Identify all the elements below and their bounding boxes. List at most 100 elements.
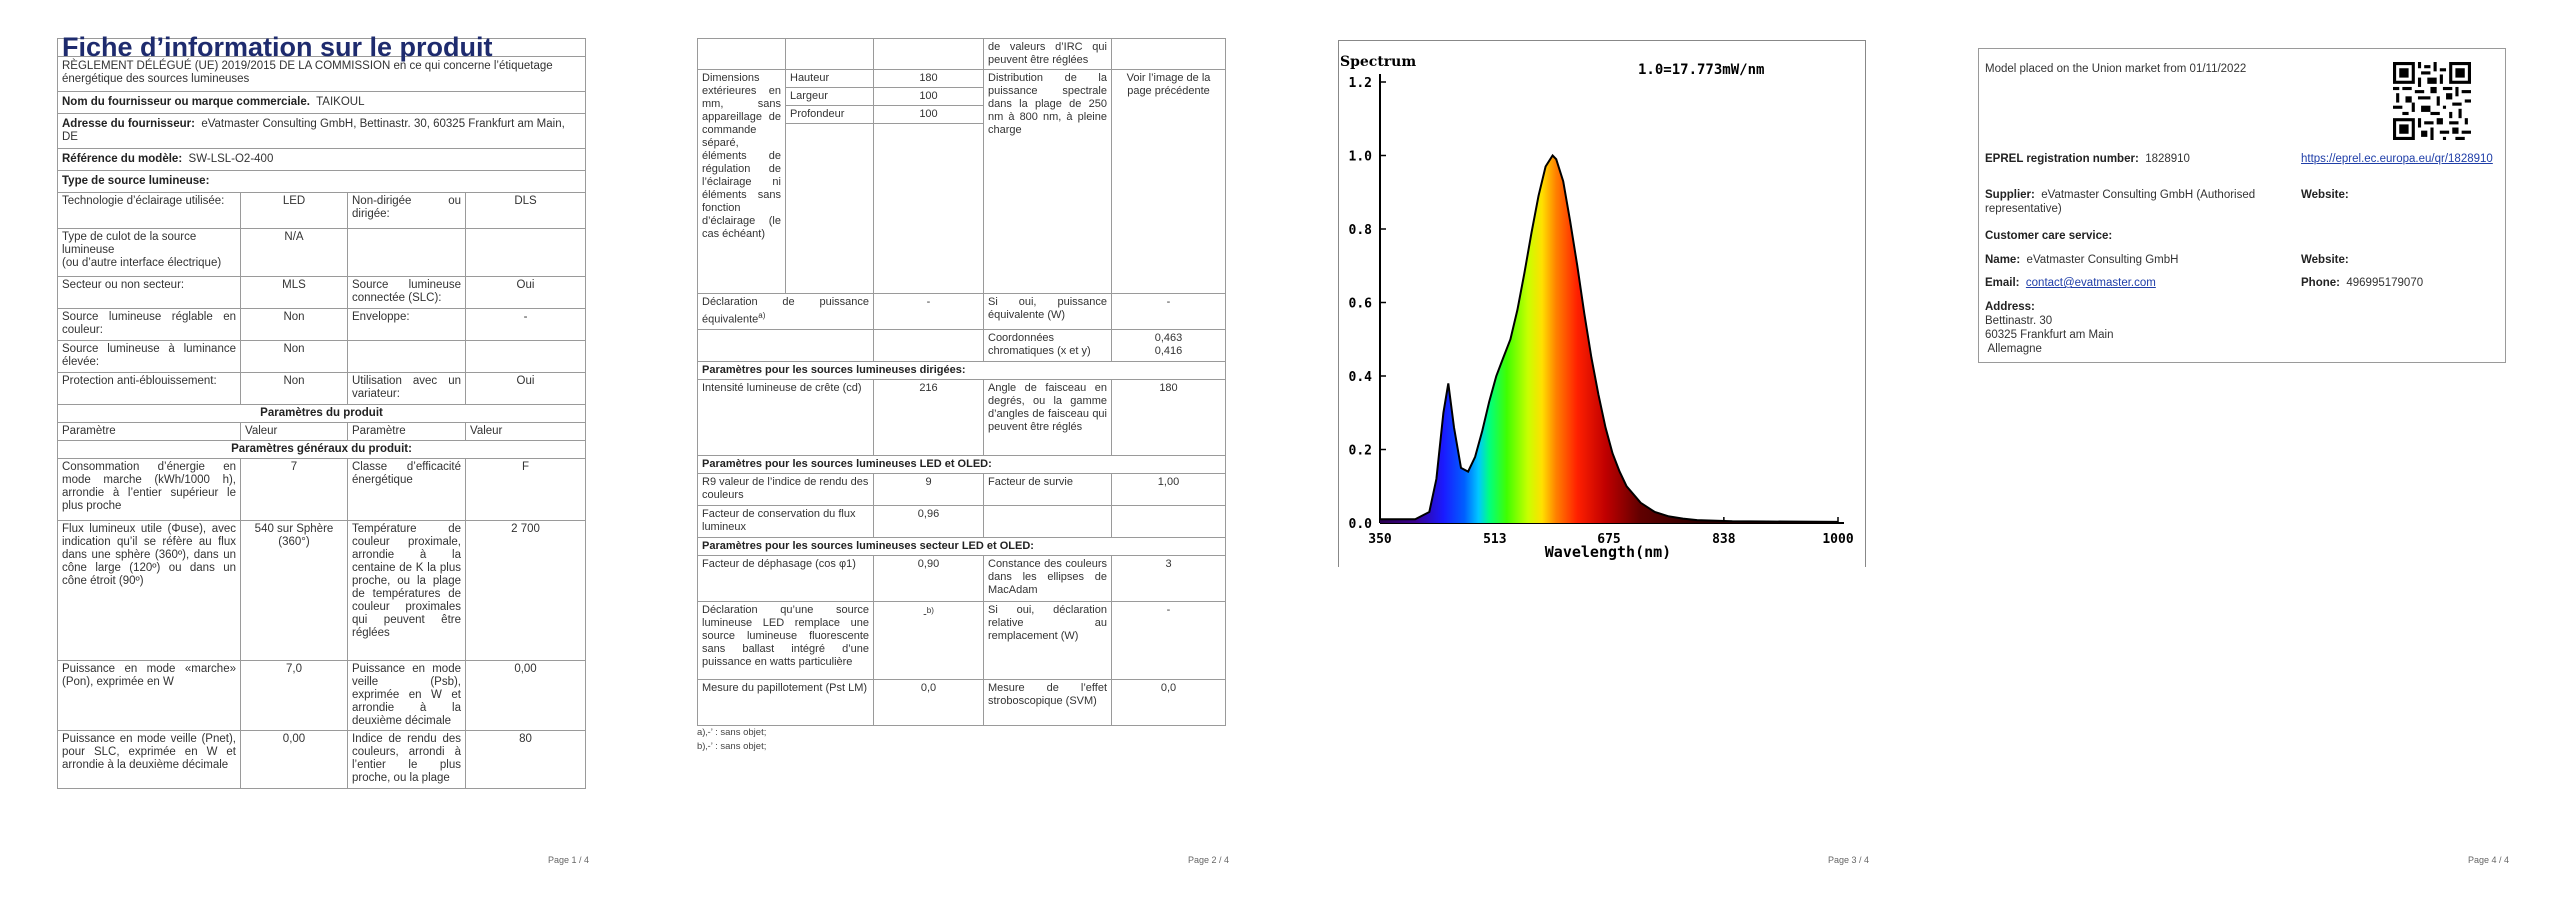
page-4: Page 4 / 4 [1920, 0, 2560, 905]
website2-label: Website: [2301, 254, 2349, 266]
x-tick-label: 1000 [1822, 532, 1853, 547]
row-value: Oui [464, 372, 587, 405]
mains-heading: Paramètres pour les sources lumineuses s… [697, 536, 1226, 556]
phone-value: 496995179070 [2346, 277, 2424, 289]
footnote-ref: b) [926, 605, 934, 615]
page-2: de valeurs d’IRC qui peuvent être réglée… [640, 0, 1280, 905]
param-label: Puissance en mode veille (Psb), exprimée… [347, 660, 466, 731]
pst-value: 0,0 [873, 678, 984, 726]
y-tick-label: 0.4 [1349, 370, 1373, 385]
eprel-info-box: Model placed on the Union market from 01… [1978, 48, 2506, 363]
chroma-label: Coordonnées chromatiques (x et y) [983, 328, 1112, 362]
param-value: 540 sur Sphère (360°) [240, 520, 348, 661]
supplier-value: TAIKOUL [316, 96, 365, 108]
row-label: Source lumineuse connectée (SLC): [347, 276, 466, 309]
row-value [464, 340, 587, 373]
row-value: MLS [240, 276, 348, 309]
row-value [464, 228, 587, 277]
pst-label: Mesure du papillotement (Pst LM) [697, 678, 874, 726]
row-value: LED [240, 192, 348, 229]
page-3: Page 3 / 4 [1280, 0, 1920, 905]
y-tick-label: 1.0 [1349, 150, 1373, 165]
address-line: Bettinastr. 30 [1985, 315, 2053, 327]
x-tick-label: 675 [1597, 532, 1620, 547]
row-label: Technologie d’éclairage utilisée: [57, 192, 241, 229]
eprel-link[interactable]: https://eprel.ec.europa.eu/qr/1828910 [2301, 153, 2493, 165]
dim-name: Largeur [785, 87, 874, 106]
macadam-value: 3 [1111, 554, 1226, 602]
chroma-y: 0,416 [1154, 344, 1183, 357]
row-value: Non [240, 372, 348, 405]
replacement2-label: Si oui, déclaration relative au remplace… [983, 600, 1112, 680]
y-tick-label: 0.0 [1349, 517, 1373, 532]
y-tick-label: 1.2 [1349, 76, 1372, 91]
param-label: Flux lumineux utile (Φuse), avec indicat… [57, 520, 241, 661]
equiv2-label: Si oui, puissance équivalente (W) [983, 293, 1112, 330]
x-tick-label: 513 [1483, 532, 1506, 547]
name-label: Name: [1985, 254, 2021, 266]
address-label: Address: [1985, 301, 2035, 313]
spectrum-chart: Spectrum 1.0=17.773mW/nm Wavelength(nm) … [1338, 40, 1866, 568]
row-label: Secteur ou non secteur: [57, 276, 241, 309]
supplier-label: Supplier: [1985, 189, 2035, 201]
cri-range-text: de valeurs d’IRC qui peuvent être réglée… [983, 38, 1112, 70]
chart-title: Spectrum [1340, 54, 1416, 70]
row-label [347, 228, 466, 277]
page-number: Page 4 / 4 [2468, 855, 2510, 865]
replacement-value: - [923, 608, 927, 621]
qr-code-icon[interactable] [2393, 62, 2471, 140]
footnote-ref: a) [758, 311, 766, 320]
page-number: Page 2 / 4 [1188, 855, 1230, 865]
address-value: eVatmaster Consulting GmbH, Bettinastr. … [62, 118, 565, 143]
param-label: Indice de rendu des couleurs, arrondi à … [347, 730, 466, 789]
row-label: Protection anti-éblouissement: [57, 372, 241, 405]
y-tick-label: 0.2 [1349, 444, 1372, 459]
row-value: - [464, 308, 587, 341]
r9-label: R9 valeur de l’indice de rendu des coule… [697, 472, 874, 506]
supplier-value: eVatmaster Consulting GmbH (Authorised r… [1985, 189, 2256, 215]
row-label: Source lumineuse à luminance élevée: [57, 340, 241, 373]
equiv-label: Déclaration de puissance équivalente [702, 296, 869, 326]
lumen-maint-label: Facteur de conservation du flux lumineux [697, 504, 874, 538]
col-header-value: Valeur [240, 422, 348, 441]
chart-subtitle: 1.0=17.773mW/nm [1638, 62, 1764, 78]
svm-value: 0,0 [1111, 678, 1226, 726]
page-title: Fiche d’information sur le produit [56, 34, 587, 61]
survival-value: 1,00 [1111, 472, 1226, 506]
dim-name: Hauteur [785, 69, 874, 88]
footnote-b: b)‚-’ : sans objet; [697, 741, 767, 752]
param-label: Puissance en mode «marche» (Pon), exprim… [57, 660, 241, 731]
equiv-value: - [873, 293, 984, 330]
param-label: Classe d’efficacité énergétique [347, 458, 466, 521]
phone-label: Phone: [2301, 277, 2340, 289]
col-header-param: Paramètre [57, 422, 241, 441]
eprel-label: EPREL registration number: [1985, 153, 2139, 165]
param-label: Température de couleur proximale, arrond… [347, 520, 466, 661]
beam-label: Angle de faisceau en degrés, ou la gamme… [983, 378, 1112, 456]
general-heading: Paramètres généraux du produit: [56, 440, 587, 459]
param-value: 2 700 [464, 520, 587, 661]
dim-value: 180 [873, 69, 984, 88]
type-heading: Type de source lumineuse: [56, 170, 587, 193]
params-heading: Paramètres du produit [56, 404, 587, 423]
param-value: 0,00 [240, 730, 348, 789]
replacement-label: Déclaration qu’une source lumineuse LED … [697, 600, 874, 680]
y-tick-label: 0.6 [1349, 297, 1373, 312]
row-label [347, 340, 466, 373]
address-line: 60325 Frankfurt am Main [1985, 329, 2114, 341]
spectrum-chart-svg: Spectrum 1.0=17.773mW/nm Wavelength(nm) … [1338, 40, 1866, 568]
r9-value: 9 [873, 472, 984, 506]
y-tick-label: 0.8 [1349, 223, 1373, 238]
page-number: Page 1 / 4 [548, 855, 590, 865]
spd-value: Voir l’image de la page précédente [1111, 69, 1226, 294]
x-tick-label: 350 [1368, 532, 1392, 547]
dimensions-label: Dimensions extérieures en mm, sans appar… [697, 69, 786, 294]
spectrum-area [1380, 155, 1838, 523]
email-link[interactable]: contact@evatmaster.com [2025, 277, 2156, 289]
peak-value: 216 [873, 378, 984, 456]
chroma-x: 0,463 [1154, 331, 1183, 344]
directional-heading: Paramètres pour les sources lumineuses d… [697, 360, 1226, 380]
peak-label: Intensité lumineuse de crête (cd) [697, 378, 874, 456]
eprel-value: 1828910 [2145, 153, 2190, 165]
model-label: Référence du modèle: [62, 153, 183, 165]
